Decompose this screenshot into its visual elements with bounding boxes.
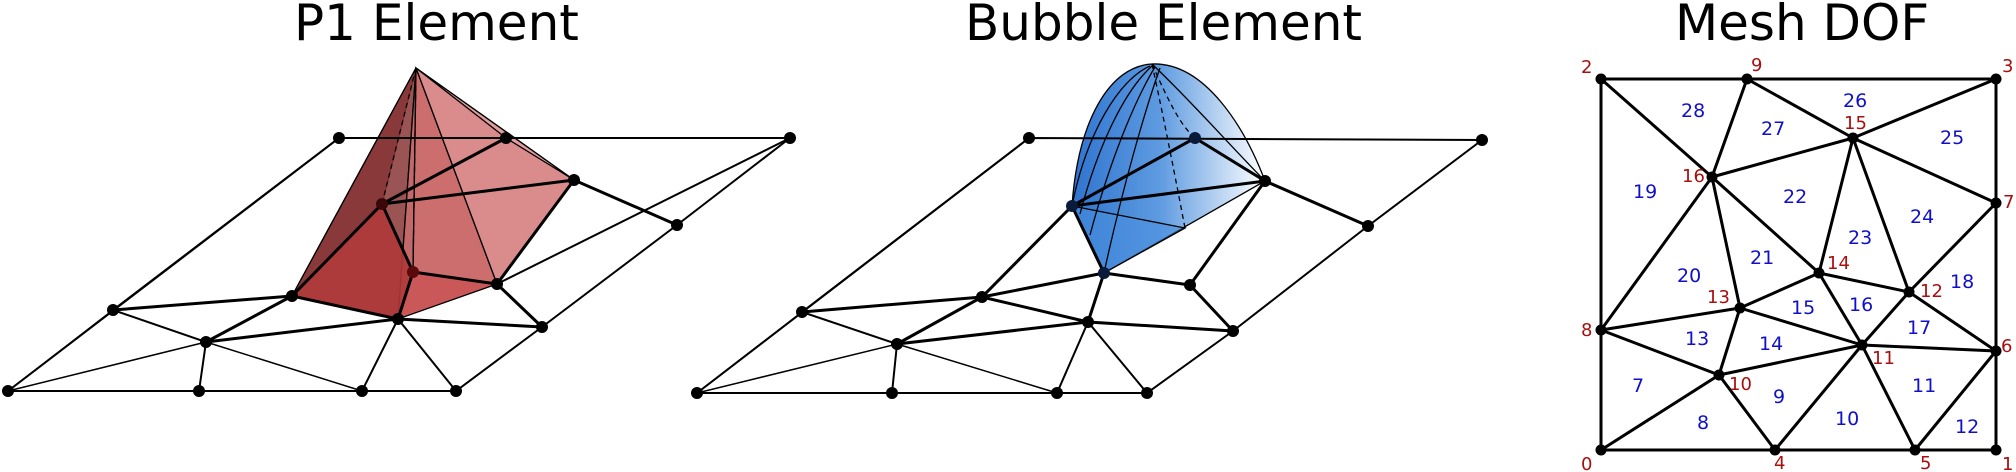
triangle-label: 27 bbox=[1761, 118, 1785, 140]
node-label: 8 bbox=[1581, 320, 1592, 341]
triangle-label: 9 bbox=[1773, 386, 1785, 408]
node-label: 12 bbox=[1920, 281, 1943, 302]
bubble-element-diagram bbox=[691, 64, 1488, 399]
node-label: 16 bbox=[1682, 166, 1705, 187]
triangle-label: 19 bbox=[1633, 181, 1657, 203]
node-label: 0 bbox=[1581, 454, 1592, 472]
mesh-dof-edges bbox=[1601, 79, 1996, 450]
bubble-surface bbox=[1072, 64, 1265, 273]
triangle-label: 26 bbox=[1843, 90, 1867, 112]
node-label: 14 bbox=[1827, 253, 1850, 274]
triangle-label: 18 bbox=[1950, 271, 1974, 293]
triangle-label: 25 bbox=[1940, 127, 1964, 149]
node-label: 7 bbox=[2003, 192, 2014, 213]
mesh-triangle-labels: 7 8 9 10 11 12 13 14 15 16 17 18 19 20 2… bbox=[1632, 90, 1979, 438]
triangle-label: 15 bbox=[1791, 297, 1815, 319]
triangle-label: 8 bbox=[1697, 412, 1709, 434]
triangle-label: 13 bbox=[1685, 328, 1709, 350]
node-label: 2 bbox=[1581, 57, 1592, 78]
triangle-label: 14 bbox=[1759, 333, 1783, 355]
p1-pyramid bbox=[292, 68, 574, 319]
node-label: 13 bbox=[1707, 287, 1730, 308]
p1-element-diagram bbox=[2, 68, 796, 397]
triangle-label: 20 bbox=[1677, 265, 1701, 287]
triangle-label: 11 bbox=[1912, 375, 1936, 397]
triangle-label: 17 bbox=[1907, 317, 1931, 339]
node-label: 9 bbox=[1751, 55, 1762, 76]
triangle-label: 23 bbox=[1848, 227, 1872, 249]
node-label: 6 bbox=[2001, 336, 2012, 357]
triangle-label: 28 bbox=[1681, 100, 1705, 122]
triangle-label: 12 bbox=[1955, 416, 1979, 438]
triangle-label: 7 bbox=[1632, 375, 1644, 397]
node-label: 11 bbox=[1872, 348, 1895, 369]
triangle-label: 10 bbox=[1835, 408, 1859, 430]
triangle-label: 24 bbox=[1910, 206, 1934, 228]
mesh-dof-diagram: 0 1 2 3 4 5 6 7 8 9 10 11 12 13 14 15 16… bbox=[1581, 55, 2014, 472]
triangle-label: 21 bbox=[1750, 247, 1774, 269]
node-label: 4 bbox=[1774, 453, 1785, 472]
triangle-label: 16 bbox=[1849, 294, 1873, 316]
triangle-label: 22 bbox=[1783, 186, 1807, 208]
node-label: 3 bbox=[2002, 56, 2013, 77]
node-label: 1 bbox=[2002, 454, 2013, 472]
node-label: 10 bbox=[1729, 374, 1752, 395]
node-label: 5 bbox=[1920, 453, 1931, 472]
node-label: 15 bbox=[1844, 113, 1867, 134]
